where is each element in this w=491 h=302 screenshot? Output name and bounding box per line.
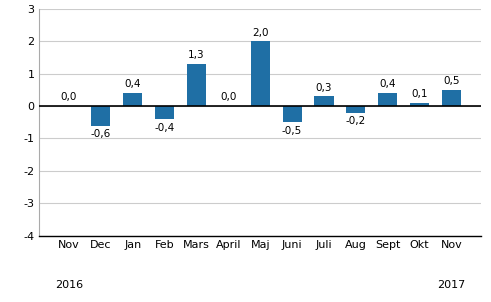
Text: -0,2: -0,2 <box>346 117 366 127</box>
Bar <box>282 106 301 122</box>
Bar <box>155 106 174 119</box>
Text: 0,3: 0,3 <box>316 82 332 92</box>
Bar <box>410 103 429 106</box>
Bar <box>314 96 333 106</box>
Bar <box>123 93 142 106</box>
Text: 1,3: 1,3 <box>188 50 205 60</box>
Text: -0,5: -0,5 <box>282 126 302 136</box>
Text: -0,4: -0,4 <box>155 123 175 133</box>
Text: 0,0: 0,0 <box>61 92 77 102</box>
Text: 0,4: 0,4 <box>124 79 141 89</box>
Text: 2,0: 2,0 <box>252 27 269 37</box>
Text: -0,6: -0,6 <box>91 130 111 140</box>
Text: 0,0: 0,0 <box>220 92 237 102</box>
Bar <box>187 64 206 106</box>
Text: 2017: 2017 <box>437 280 465 290</box>
Text: 2016: 2016 <box>55 280 83 290</box>
Text: 0,1: 0,1 <box>411 89 428 99</box>
Bar <box>346 106 365 113</box>
Text: 0,5: 0,5 <box>443 76 460 86</box>
Bar <box>91 106 110 126</box>
Bar <box>251 41 270 106</box>
Bar <box>378 93 397 106</box>
Bar <box>442 90 461 106</box>
Text: 0,4: 0,4 <box>380 79 396 89</box>
